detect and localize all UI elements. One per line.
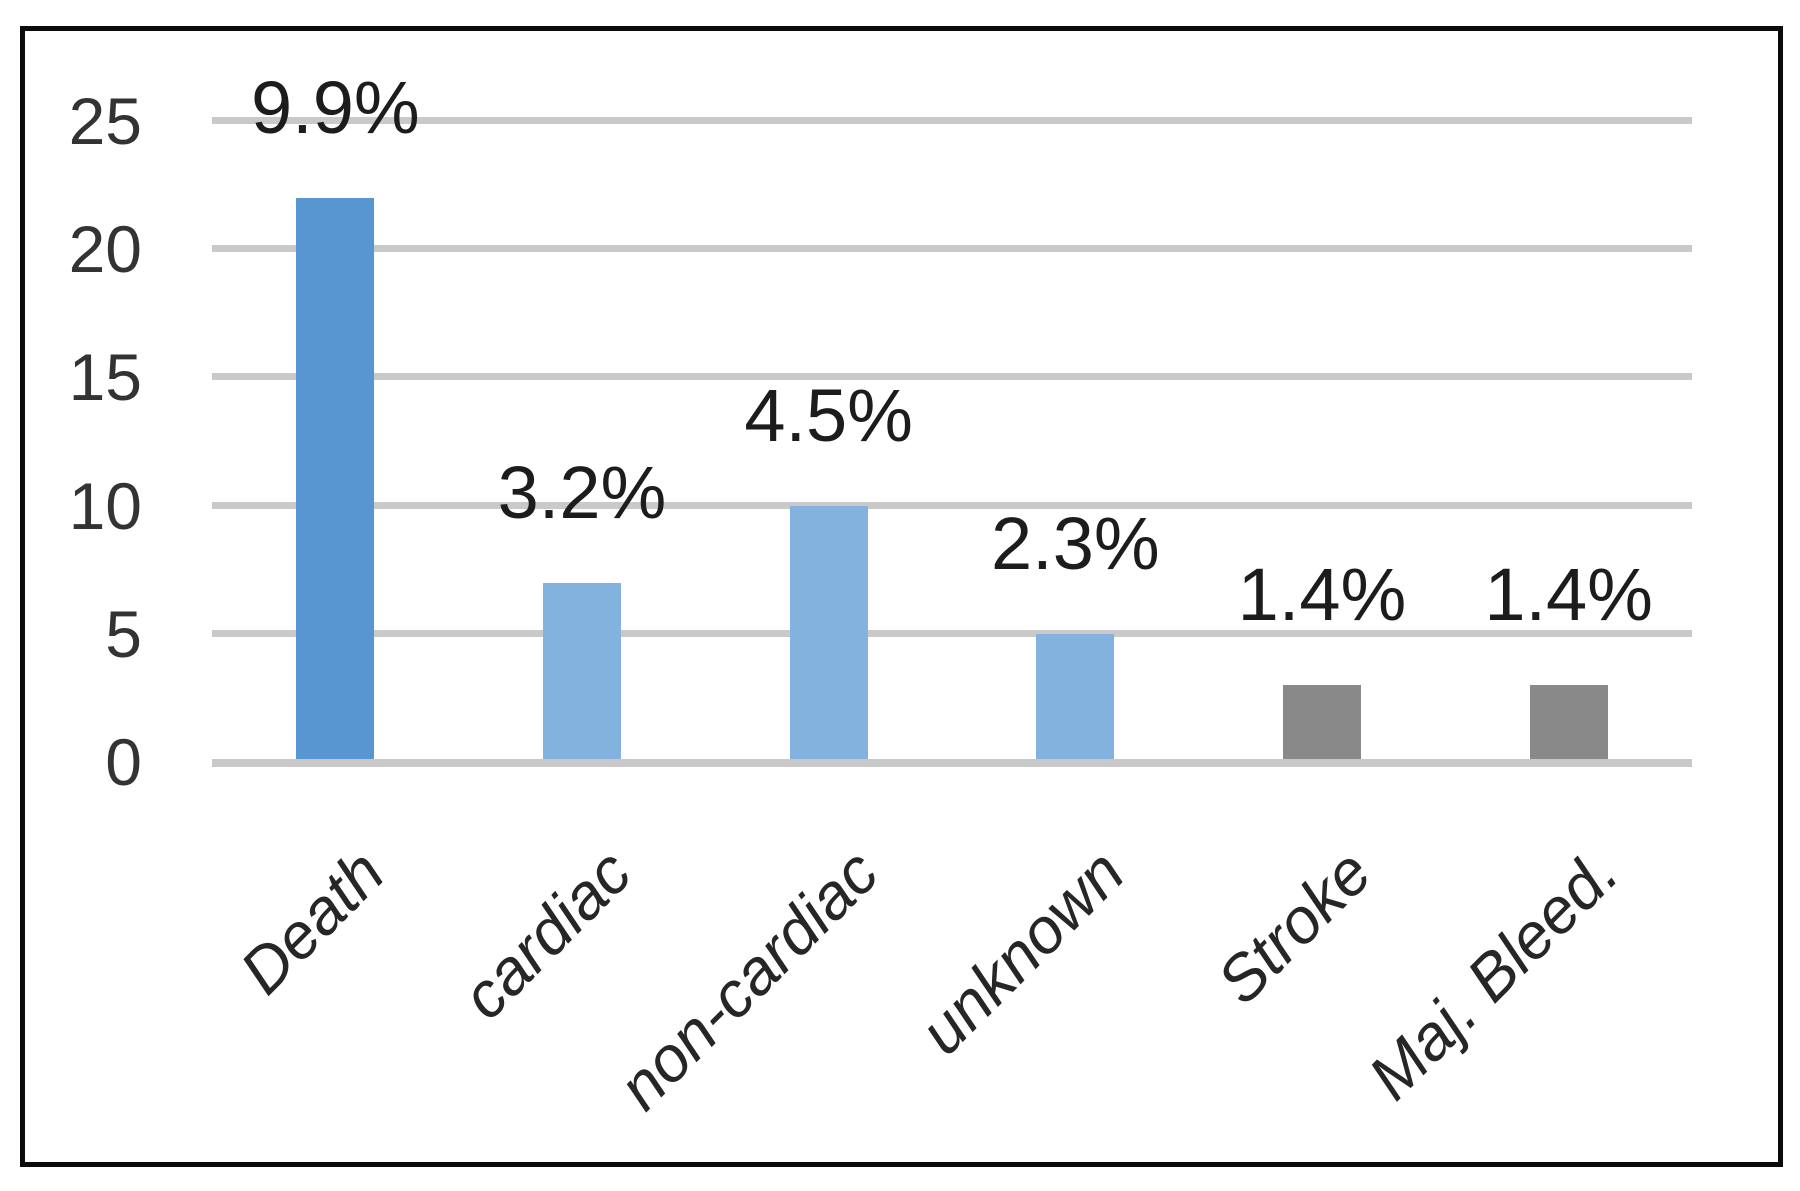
- x-axis-baseline: [212, 759, 1692, 767]
- gridline-25: [212, 117, 1692, 124]
- bar-stroke: [1283, 685, 1361, 759]
- data-label-maj-bleed: 1.4%: [1484, 553, 1653, 637]
- data-label-stroke: 1.4%: [1237, 553, 1407, 637]
- y-tick-5: 5: [105, 596, 142, 671]
- y-tick-20: 20: [68, 212, 142, 287]
- y-tick-0: 0: [105, 725, 142, 799]
- chart-outer-border: [20, 26, 1783, 1167]
- gridline-15: [212, 373, 1692, 381]
- data-label-cardiac: 3.2%: [497, 450, 667, 534]
- bar-non-cardiac: [789, 505, 868, 759]
- data-label-unknown: 2.3%: [990, 501, 1160, 585]
- bar-cardiac: [543, 582, 621, 759]
- bar-unknown: [1036, 633, 1115, 759]
- y-tick-15: 15: [68, 340, 142, 415]
- gridline-10: [212, 501, 1692, 509]
- gridline-5: [212, 629, 1692, 637]
- data-label-non-cardiac: 4.5%: [744, 373, 913, 457]
- gridline-20: [212, 245, 1692, 253]
- y-tick-10: 10: [68, 468, 142, 543]
- bar-maj-bleed: [1529, 685, 1608, 759]
- bar-death: [296, 197, 375, 759]
- y-tick-25: 25: [68, 84, 142, 158]
- data-label-death: 9.9%: [250, 65, 420, 149]
